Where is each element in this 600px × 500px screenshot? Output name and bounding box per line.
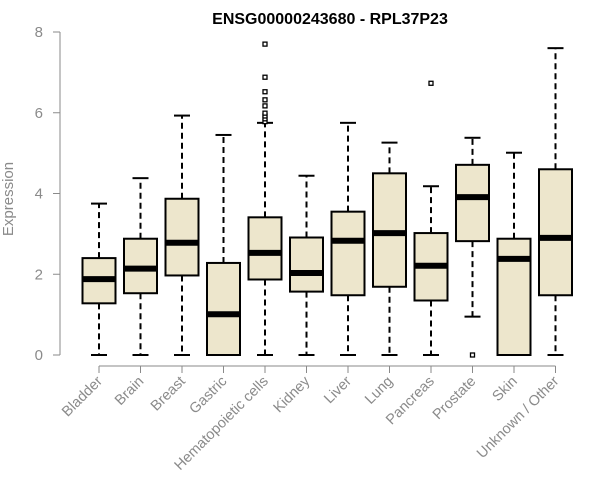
box-kidney	[289, 174, 324, 356]
y-axis-title: Expression	[0, 162, 17, 236]
iqr-box	[247, 216, 283, 281]
outlier-point	[262, 97, 268, 103]
iqr-box	[372, 172, 407, 288]
outlier-point	[262, 41, 268, 47]
x-tick-label: Bladder	[59, 373, 106, 420]
y-tick-label: 8	[35, 24, 43, 41]
box-hematopoietic-cells	[247, 41, 283, 356]
y-tick-label: 6	[35, 105, 43, 122]
box-breast	[164, 114, 200, 356]
iqr-box	[206, 261, 241, 357]
outlier-point	[262, 89, 268, 95]
outlier-point	[262, 103, 268, 109]
box-prostate	[455, 136, 490, 358]
outlier-point	[469, 352, 476, 358]
boxes	[81, 41, 573, 358]
iqr-box	[538, 168, 573, 297]
box-bladder	[81, 202, 117, 356]
outlier-point	[262, 74, 268, 80]
x-tick-label: Lung	[362, 374, 396, 408]
x-tick-label: Breast	[148, 374, 189, 415]
chart-title: ENSG00000243680 - RPL37P23	[212, 11, 448, 28]
x-tick-label: Liver	[321, 373, 355, 407]
y-tick-label: 4	[35, 186, 43, 203]
x-tick-label: Prostate	[430, 374, 479, 423]
outlier-point	[262, 110, 268, 116]
box-skin	[496, 151, 532, 356]
box-gastric	[206, 133, 241, 357]
box-liver	[330, 121, 366, 356]
box-pancreas	[413, 80, 449, 356]
iqr-box	[330, 210, 366, 297]
outlier-point	[428, 80, 434, 86]
axes: 0 2 4 6 8	[35, 24, 556, 373]
box-brain	[123, 177, 158, 356]
box-lung	[372, 141, 407, 356]
y-tick-label: 0	[35, 347, 43, 364]
x-tick-label: Brain	[112, 374, 147, 409]
iqr-box	[164, 197, 200, 277]
iqr-box	[289, 236, 324, 293]
box-unknown-other	[538, 47, 573, 356]
x-tick-label: Skin	[490, 374, 521, 405]
iqr-box	[455, 163, 490, 243]
y-tick-label: 2	[35, 266, 43, 283]
x-tick-label: Kidney	[271, 373, 314, 416]
